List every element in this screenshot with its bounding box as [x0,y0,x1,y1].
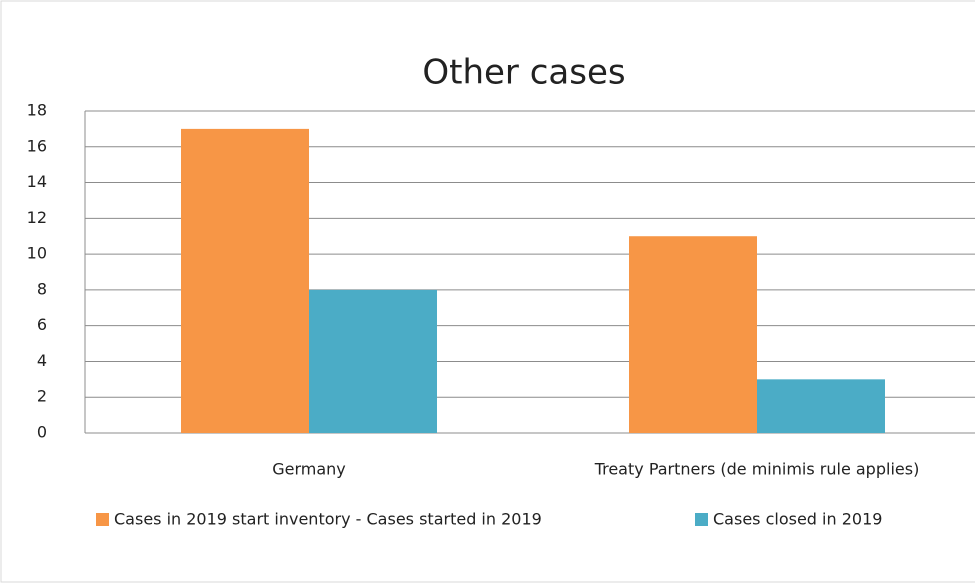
legend-swatch [695,513,708,526]
y-tick-label: 14 [27,172,47,191]
x-tick-label: Germany [272,460,346,479]
y-tick-label: 10 [27,244,47,263]
x-tick-label: Treaty Partners (de minimis rule applies… [594,460,920,479]
y-tick-label: 2 [37,387,47,406]
y-tick-label: 0 [37,423,47,442]
bar [309,289,437,433]
y-tick-label: 4 [37,351,47,370]
chart-title: Other cases [422,53,625,93]
y-tick-label: 8 [37,279,47,298]
bar [629,236,757,433]
bar [181,128,309,433]
legend-label: Cases closed in 2019 [713,510,882,529]
legend-label: Cases in 2019 start inventory - Cases st… [114,510,542,529]
legend-swatch [96,513,109,526]
y-tick-label: 12 [27,208,47,227]
bar [757,379,885,433]
y-tick-label: 18 [27,101,47,120]
y-tick-label: 6 [37,315,47,334]
y-tick-label: 16 [27,136,47,155]
